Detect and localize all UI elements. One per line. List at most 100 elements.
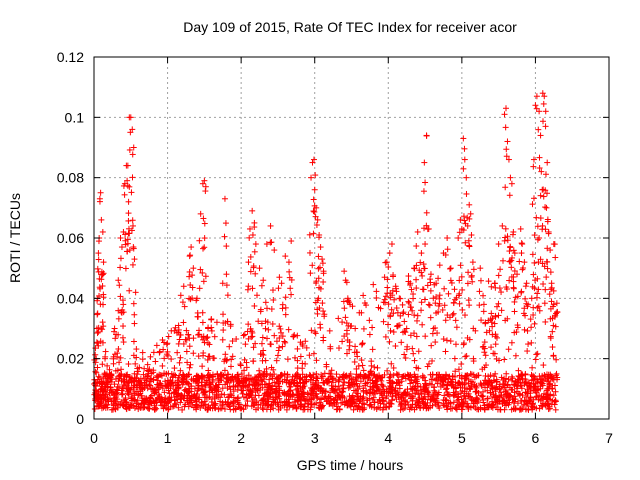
data-point — [370, 281, 377, 288]
data-point — [382, 333, 389, 340]
data-point — [308, 327, 315, 334]
data-point — [302, 338, 309, 345]
data-point — [501, 356, 508, 363]
data-point — [175, 404, 182, 411]
data-point — [306, 352, 313, 359]
data-point — [373, 288, 380, 295]
data-point — [452, 317, 459, 324]
data-point — [95, 373, 102, 380]
data-point — [102, 348, 109, 355]
data-point — [223, 357, 230, 364]
data-point — [180, 340, 187, 347]
data-point — [386, 338, 393, 345]
data-point — [463, 352, 470, 359]
data-point — [312, 330, 319, 337]
data-point — [511, 298, 518, 305]
data-point — [164, 340, 171, 347]
data-point — [480, 308, 487, 315]
data-point — [258, 340, 265, 347]
data-point — [360, 292, 367, 299]
data-point — [250, 344, 257, 351]
data-point — [262, 325, 269, 332]
data-point — [390, 364, 397, 371]
data-point — [130, 338, 137, 345]
data-point — [258, 351, 265, 358]
data-point — [422, 333, 429, 340]
data-point — [360, 393, 367, 400]
data-point — [350, 406, 357, 413]
data-point — [518, 250, 525, 257]
data-point — [553, 300, 560, 307]
data-point — [396, 385, 403, 392]
data-point — [262, 357, 269, 364]
data-point — [369, 324, 376, 331]
data-point — [144, 361, 151, 368]
data-point — [150, 349, 157, 356]
data-point — [183, 327, 190, 334]
data-point — [91, 405, 98, 412]
points-layer — [91, 90, 561, 413]
data-point — [379, 382, 386, 389]
data-point — [252, 340, 259, 347]
data-point — [413, 333, 420, 340]
data-point — [339, 319, 346, 326]
data-point — [415, 348, 422, 355]
data-point — [237, 361, 244, 368]
data-point — [327, 343, 334, 350]
data-point — [490, 391, 497, 398]
data-point — [458, 361, 465, 368]
data-point — [366, 317, 373, 324]
data-point — [273, 357, 280, 364]
data-point — [218, 391, 225, 398]
data-point — [531, 320, 538, 327]
data-point — [493, 378, 500, 385]
data-point — [414, 317, 421, 324]
data-point — [186, 343, 193, 350]
data-point — [177, 354, 184, 361]
data-point — [283, 406, 290, 413]
data-point — [384, 321, 391, 328]
data-point — [482, 384, 489, 391]
data-point — [430, 295, 437, 302]
data-point — [339, 382, 346, 389]
data-point — [413, 364, 420, 371]
data-point — [168, 356, 175, 363]
chart-title: Day 109 of 2015, Rate Of TEC Index for r… — [183, 19, 517, 35]
data-point — [399, 301, 406, 308]
data-point — [119, 390, 126, 397]
data-point — [171, 365, 178, 372]
data-point — [534, 350, 541, 357]
data-point — [401, 351, 408, 358]
data-point — [434, 380, 441, 387]
data-point — [480, 292, 487, 299]
data-point — [442, 348, 449, 355]
data-point — [531, 259, 538, 266]
data-point — [133, 346, 140, 353]
data-point — [267, 341, 274, 348]
data-point — [190, 350, 197, 357]
data-point — [279, 343, 286, 350]
data-point — [221, 367, 228, 374]
data-point — [228, 356, 235, 363]
data-point — [497, 266, 504, 273]
data-point — [440, 336, 447, 343]
data-point — [335, 315, 342, 322]
data-point — [245, 372, 252, 379]
data-point — [229, 353, 236, 360]
data-point — [187, 361, 194, 368]
data-point — [175, 340, 182, 347]
data-point — [451, 355, 458, 362]
data-point — [165, 333, 172, 340]
data-point — [390, 329, 397, 336]
data-point — [552, 388, 559, 395]
data-point — [505, 346, 512, 353]
data-point — [532, 356, 539, 363]
data-point — [141, 365, 148, 372]
data-point — [371, 364, 378, 371]
data-point — [444, 406, 451, 413]
data-point — [488, 283, 495, 290]
data-point — [294, 345, 301, 352]
data-point — [411, 357, 418, 364]
